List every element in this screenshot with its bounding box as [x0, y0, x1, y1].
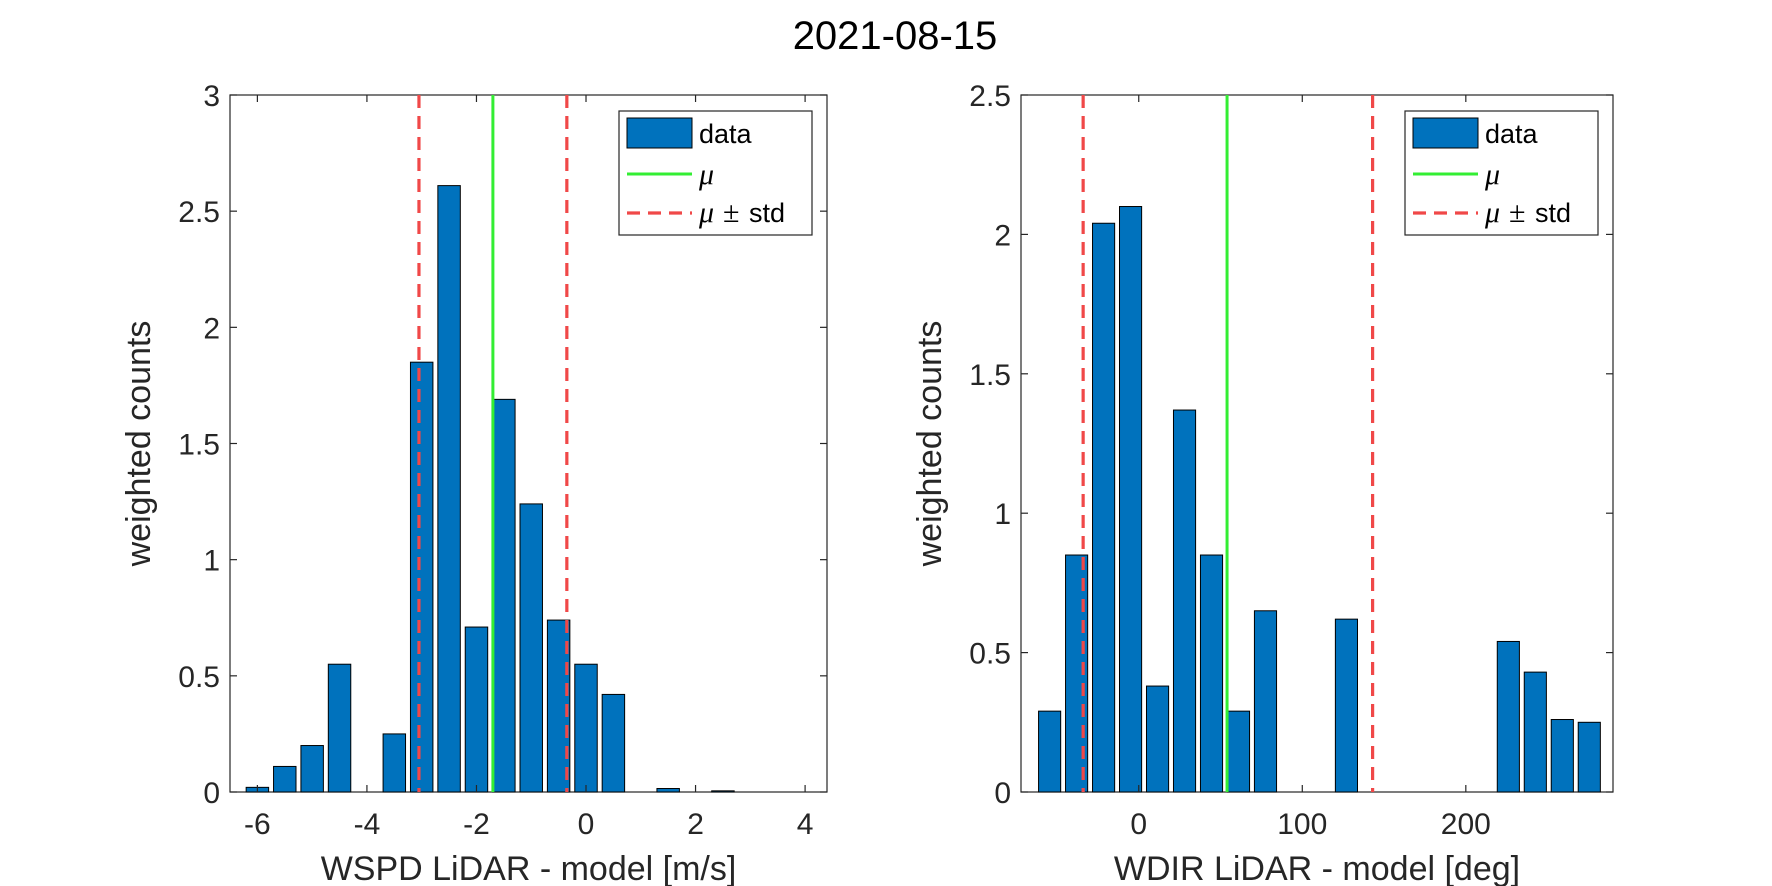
histogram-bar — [273, 765, 297, 793]
x-tick-label: 4 — [797, 808, 814, 841]
histogram-bar — [1496, 640, 1520, 793]
legend-label-data: data — [699, 119, 753, 149]
chart-panel-wspd: -6 -4 -2 0 2 4 0 0.5 1 1.5 2 2.5 3 WSPD LiDAR - model… — [120, 80, 828, 886]
histogram-bar — [300, 745, 324, 793]
legend-mean-symbol: μ — [698, 158, 714, 191]
histogram-bar — [1038, 710, 1062, 793]
x-axis-label: WSPD LiDAR - model [m/s] — [321, 850, 737, 886]
histogram-bar — [546, 619, 571, 793]
legend-bar-swatch — [1412, 117, 1479, 149]
legend-mean-symbol: μ — [1484, 158, 1500, 191]
y-axis-label: weighted counts — [911, 321, 949, 568]
y-tick-label: 2 — [203, 312, 220, 345]
x-tick-label: 2 — [687, 808, 704, 841]
y-tick-label: 2 — [994, 219, 1011, 252]
legend: data μμ ± std — [618, 110, 813, 236]
legend-label-std: std — [749, 198, 785, 228]
x-axis-label: WDIR LiDAR - model [deg] — [1114, 850, 1520, 886]
x-tick-label: 100 — [1277, 808, 1327, 841]
figure-title: 2021-08-15 — [793, 14, 998, 58]
histogram-bar — [1092, 222, 1116, 793]
x-tick-label: 0 — [1130, 808, 1147, 841]
y-tick-label: 0 — [203, 777, 220, 810]
legend-pm-symbol: ± — [723, 196, 739, 229]
histogram-bar — [1550, 719, 1574, 793]
x-tick-label: -6 — [244, 808, 271, 841]
histogram-bar — [437, 185, 461, 793]
legend-bar-swatch — [626, 117, 693, 149]
y-axis-label: weighted counts — [120, 321, 158, 568]
y-tick-label: 1 — [203, 545, 220, 578]
histogram-bar — [574, 663, 598, 793]
y-tick-label: 2.5 — [969, 80, 1011, 113]
legend-std-symbol: μ — [698, 196, 714, 229]
histogram-bar — [492, 398, 516, 793]
y-tick-label: 1.5 — [969, 359, 1011, 392]
histogram-bar — [1199, 554, 1224, 793]
histogram-bar — [1253, 610, 1278, 793]
histogram-bar — [1145, 685, 1170, 793]
histogram-bar — [519, 503, 543, 793]
y-tick-label: 0.5 — [969, 638, 1011, 671]
histogram-bar — [601, 693, 626, 793]
histogram-bar — [409, 361, 434, 793]
y-tick-label: 1.5 — [178, 429, 220, 462]
legend-label-std: std — [1535, 198, 1571, 228]
x-tick-label: 0 — [578, 808, 595, 841]
y-tick-label: 0 — [994, 777, 1011, 810]
histogram-bar — [1119, 206, 1143, 793]
y-tick-label: 2.5 — [178, 196, 220, 229]
x-tick-label: -4 — [354, 808, 381, 841]
y-tick-label: 1 — [994, 498, 1011, 531]
histogram-bar — [464, 626, 489, 793]
histogram-bar — [1523, 671, 1547, 793]
x-tick-label: -2 — [463, 808, 490, 841]
histogram-bar — [382, 733, 407, 793]
histogram-bar — [711, 790, 735, 793]
histogram-bar — [1226, 710, 1251, 793]
legend-label-data: data — [1485, 119, 1539, 149]
y-tick-label: 3 — [203, 80, 220, 113]
histogram-bar — [1577, 721, 1601, 793]
histogram-bar — [327, 663, 352, 793]
histogram-bar — [1334, 618, 1358, 793]
x-tick-label: 200 — [1441, 808, 1491, 841]
histogram-bar — [1172, 409, 1197, 793]
y-tick-label: 0.5 — [178, 661, 220, 694]
histogram-bar — [656, 788, 680, 793]
legend-pm-symbol: ± — [1509, 196, 1525, 229]
legend: data μμ ± std — [1404, 110, 1599, 236]
chart-panel-wdir: 0 100 200 0 0.5 1 1.5 2 2.5 WDIR LiDAR - model [d… — [911, 80, 1614, 886]
legend-std-symbol: μ — [1484, 196, 1500, 229]
